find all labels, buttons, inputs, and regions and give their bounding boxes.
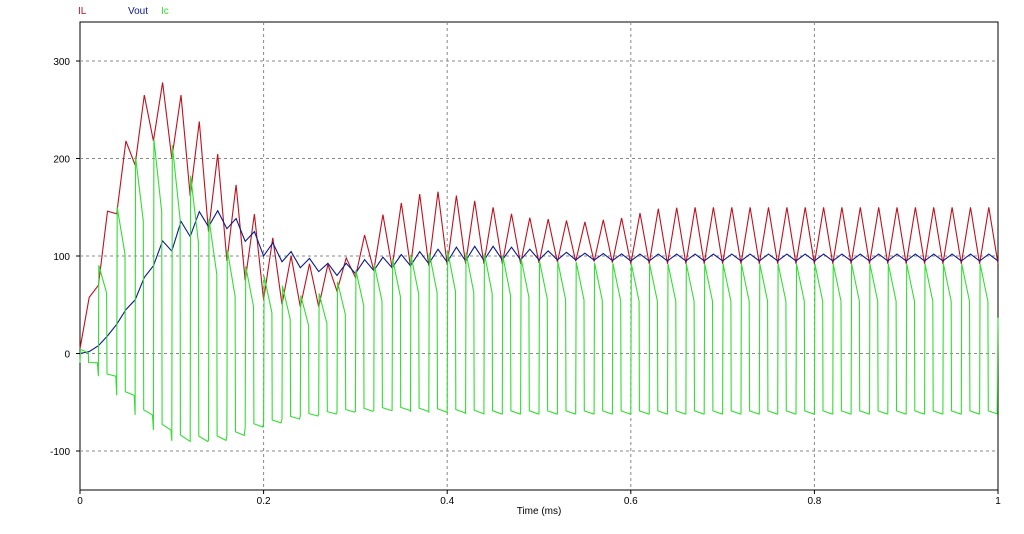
x-tick-label: 0.2	[257, 496, 271, 507]
legend-ic: Ic	[161, 6, 169, 17]
x-tick-label: 0	[77, 496, 83, 507]
y-tick-label: 0	[64, 350, 70, 361]
legend-il: IL	[78, 6, 87, 17]
series-vout-line	[79, 209, 999, 355]
legend-vout: Vout	[128, 6, 148, 17]
x-tick-label: 0.8	[807, 496, 821, 507]
y-tick-label: 100	[53, 252, 70, 263]
x-tick-label: 1	[995, 496, 1001, 507]
x-tick-label: 0.4	[440, 496, 454, 507]
x-tick-label: 0.6	[624, 496, 638, 507]
x-axis-title: Time (ms)	[517, 506, 562, 517]
y-tick-label: -100	[50, 447, 70, 458]
y-tick-label: 200	[53, 155, 70, 166]
axis-labels: 0 0.2 0.4 0.6 0.8 1 -100 0 100 200 300	[50, 57, 1001, 507]
legend: IL Vout Ic	[78, 6, 169, 17]
series-ic-line	[79, 139, 999, 443]
y-tick-label: 300	[53, 57, 70, 68]
series-group	[79, 82, 999, 443]
